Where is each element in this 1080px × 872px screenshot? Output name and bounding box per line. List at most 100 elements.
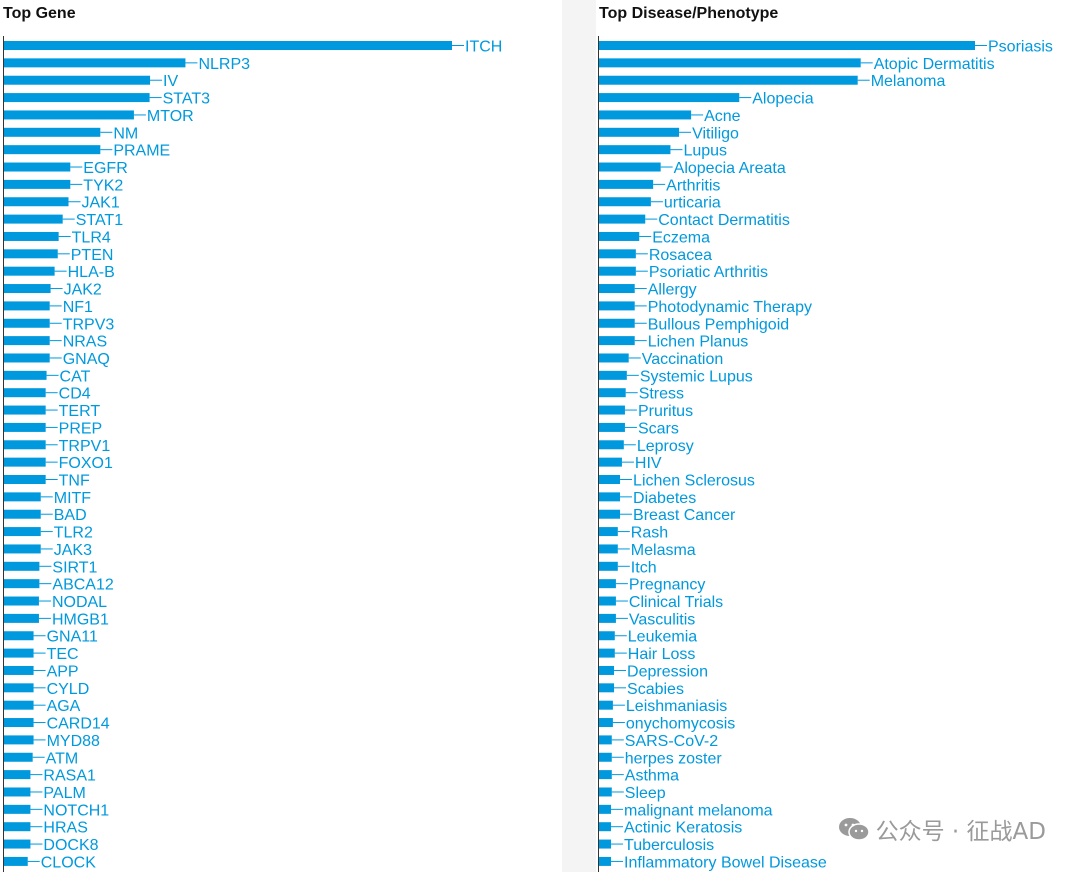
bar[interactable] <box>599 318 635 328</box>
bar[interactable] <box>599 197 651 207</box>
category-label: JAK1 <box>82 195 120 212</box>
bar[interactable] <box>599 440 624 450</box>
bar[interactable] <box>4 249 58 259</box>
bar[interactable] <box>4 544 41 554</box>
bar[interactable] <box>599 301 635 311</box>
bar[interactable] <box>4 127 101 137</box>
bar[interactable] <box>599 561 618 571</box>
bar[interactable] <box>4 509 41 519</box>
bar[interactable] <box>4 804 31 814</box>
bar[interactable] <box>4 718 34 728</box>
bar[interactable] <box>599 41 975 50</box>
bar[interactable] <box>4 457 46 467</box>
bar[interactable] <box>599 735 612 745</box>
bar[interactable] <box>599 648 615 658</box>
bar[interactable] <box>4 388 46 398</box>
bar[interactable] <box>599 822 612 832</box>
bar[interactable] <box>4 110 134 120</box>
bar[interactable] <box>4 266 55 276</box>
bar[interactable] <box>599 388 626 398</box>
bar[interactable] <box>4 648 34 658</box>
bar[interactable] <box>599 492 621 502</box>
bar[interactable] <box>599 509 621 519</box>
bar[interactable] <box>599 127 680 137</box>
bar[interactable] <box>4 318 50 328</box>
bar[interactable] <box>4 58 186 68</box>
bar[interactable] <box>4 353 50 363</box>
bar[interactable] <box>4 822 31 832</box>
bar[interactable] <box>4 665 34 675</box>
bar[interactable] <box>599 284 635 294</box>
bar[interactable] <box>4 93 150 103</box>
bar[interactable] <box>4 145 101 155</box>
bar[interactable] <box>599 839 612 849</box>
bar[interactable] <box>599 613 616 623</box>
category-label: Psoriatic Arthritis <box>649 264 768 281</box>
category-label: Pruritus <box>638 403 693 420</box>
bar[interactable] <box>599 475 621 484</box>
bar[interactable] <box>4 75 151 85</box>
bar[interactable] <box>599 110 692 120</box>
bar[interactable] <box>4 440 46 450</box>
bar[interactable] <box>599 752 612 762</box>
bar[interactable] <box>599 231 640 241</box>
bar[interactable] <box>599 145 671 155</box>
bar[interactable] <box>4 41 452 50</box>
bar[interactable] <box>4 492 41 502</box>
bar[interactable] <box>4 370 47 380</box>
bar[interactable] <box>599 214 646 224</box>
bar[interactable] <box>4 284 51 294</box>
bar[interactable] <box>599 266 636 276</box>
bar[interactable] <box>4 770 31 780</box>
bar[interactable] <box>599 336 635 346</box>
bar[interactable] <box>4 561 40 571</box>
bar[interactable] <box>599 527 618 537</box>
bar[interactable] <box>4 405 46 415</box>
bar[interactable] <box>599 58 861 68</box>
bar[interactable] <box>4 631 34 641</box>
bar[interactable] <box>4 787 31 797</box>
bar[interactable] <box>4 179 71 189</box>
bar[interactable] <box>599 405 625 415</box>
bar[interactable] <box>4 197 69 207</box>
bar[interactable] <box>4 683 34 693</box>
bar[interactable] <box>599 353 629 363</box>
bar[interactable] <box>599 579 616 589</box>
bar[interactable] <box>4 231 59 241</box>
bar[interactable] <box>599 179 654 189</box>
bar[interactable] <box>4 856 28 866</box>
bar[interactable] <box>599 770 612 780</box>
category-label: MTOR <box>147 108 194 125</box>
bar[interactable] <box>4 527 41 537</box>
bar[interactable] <box>599 665 615 675</box>
bar[interactable] <box>4 422 46 432</box>
bar[interactable] <box>4 162 71 172</box>
bar[interactable] <box>4 700 34 710</box>
bar[interactable] <box>4 839 31 849</box>
bar[interactable] <box>4 596 39 606</box>
bar[interactable] <box>599 787 612 797</box>
bar[interactable] <box>599 856 612 866</box>
bar[interactable] <box>599 422 625 432</box>
bar[interactable] <box>4 301 50 311</box>
bar[interactable] <box>599 544 618 554</box>
bar[interactable] <box>599 804 612 814</box>
bar[interactable] <box>4 752 33 762</box>
bar[interactable] <box>599 162 661 172</box>
bar[interactable] <box>599 457 622 467</box>
bar[interactable] <box>599 249 636 259</box>
bar[interactable] <box>4 735 34 745</box>
bar[interactable] <box>4 475 46 484</box>
bar[interactable] <box>599 700 613 710</box>
bar[interactable] <box>599 596 616 606</box>
bar[interactable] <box>599 683 615 693</box>
bar[interactable] <box>4 613 39 623</box>
bar[interactable] <box>599 631 615 641</box>
bar[interactable] <box>599 93 740 103</box>
bar[interactable] <box>599 75 858 85</box>
bar[interactable] <box>599 370 627 380</box>
bar[interactable] <box>4 579 40 589</box>
bar[interactable] <box>599 718 613 728</box>
bar[interactable] <box>4 214 63 224</box>
bar[interactable] <box>4 336 50 346</box>
